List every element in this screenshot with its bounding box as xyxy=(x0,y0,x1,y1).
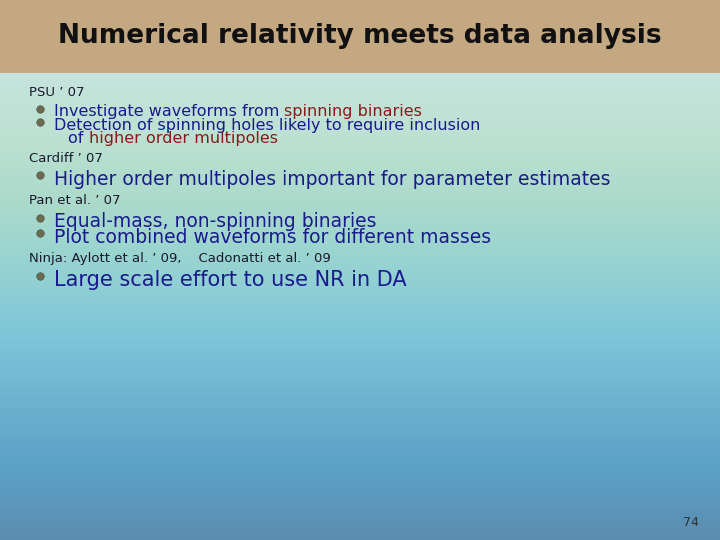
Text: Plot combined waveforms for different masses: Plot combined waveforms for different ma… xyxy=(54,228,491,247)
FancyBboxPatch shape xyxy=(0,0,720,73)
Text: 74: 74 xyxy=(683,516,698,529)
Text: Cardiff ’ 07: Cardiff ’ 07 xyxy=(29,152,103,165)
Text: higher order multipoles: higher order multipoles xyxy=(89,131,278,146)
Text: Large scale effort to use NR in DA: Large scale effort to use NR in DA xyxy=(54,270,407,290)
Text: spinning binaries: spinning binaries xyxy=(284,104,423,119)
Text: Detection of spinning holes likely to require inclusion: Detection of spinning holes likely to re… xyxy=(54,118,480,133)
Text: Numerical relativity meets data analysis: Numerical relativity meets data analysis xyxy=(58,23,662,50)
Text: Pan et al. ’ 07: Pan et al. ’ 07 xyxy=(29,194,120,207)
Text: Equal-mass, non-spinning binaries: Equal-mass, non-spinning binaries xyxy=(54,212,377,231)
Text: PSU ’ 07: PSU ’ 07 xyxy=(29,86,84,99)
Text: of: of xyxy=(68,131,89,146)
Text: Investigate waveforms from: Investigate waveforms from xyxy=(54,104,284,119)
Text: Higher order multipoles important for parameter estimates: Higher order multipoles important for pa… xyxy=(54,170,611,189)
Text: Ninja: Aylott et al. ’ 09,    Cadonatti et al. ’ 09: Ninja: Aylott et al. ’ 09, Cadonatti et … xyxy=(29,252,330,265)
